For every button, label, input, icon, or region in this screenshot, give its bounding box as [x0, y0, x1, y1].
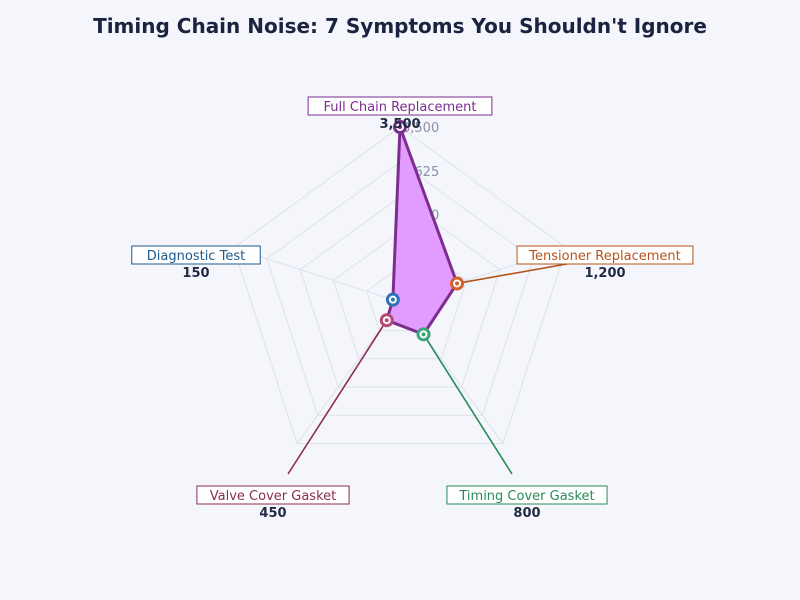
category-label-group: Tensioner Replacement 1,200: [516, 245, 694, 281]
grid-ring: [232, 126, 568, 445]
category-label-box: [131, 245, 261, 265]
category-label: Diagnostic Test: [147, 249, 245, 264]
category-label-box: [446, 485, 608, 505]
grid-ring: [266, 161, 534, 416]
leader-line: [287, 319, 388, 475]
data-point-core: [384, 318, 389, 323]
leader-line: [422, 333, 513, 475]
grid-ring: [332, 231, 468, 360]
category-label: Full Chain Replacement: [323, 100, 476, 115]
series-polygon: [385, 125, 459, 336]
data-point-core: [390, 297, 395, 302]
value-label: 3,500: [379, 117, 420, 132]
category-label-group: Full Chain Replacement 3,500: [307, 96, 493, 132]
grid-spoke: [233, 247, 401, 303]
category-label-group: Diagnostic Test 150: [131, 245, 261, 281]
value-label: 1,200: [584, 266, 625, 281]
chart-title: Timing Chain Noise: 7 Symptoms You Shoul…: [93, 14, 707, 38]
value-label: 150: [182, 266, 209, 281]
category-label-box: [516, 245, 694, 265]
category-label-box: [196, 485, 350, 505]
category-label: Valve Cover Gasket: [210, 489, 336, 504]
leader-lines: [287, 261, 579, 475]
category-label-group: Valve Cover Gasket 450: [196, 485, 350, 521]
category-label-box: [307, 96, 493, 116]
category-label: Timing Cover Gasket: [458, 489, 594, 504]
value-label: 800: [513, 506, 540, 521]
category-label: Tensioner Replacement: [528, 249, 680, 264]
category-label-group: Timing Cover Gasket 800: [446, 485, 608, 521]
series-area: [385, 125, 459, 336]
grid-ring: [299, 196, 501, 388]
value-label: 450: [259, 506, 286, 521]
data-point-core: [398, 125, 402, 129]
data-point-core: [421, 332, 426, 337]
leader-line: [456, 261, 579, 285]
radial-tick-label: 3,500: [402, 121, 439, 136]
category-labels: Full Chain Replacement 3,500 Tensioner Rep…: [131, 96, 694, 521]
data-point-core: [455, 281, 460, 286]
series-markers: [379, 120, 465, 342]
